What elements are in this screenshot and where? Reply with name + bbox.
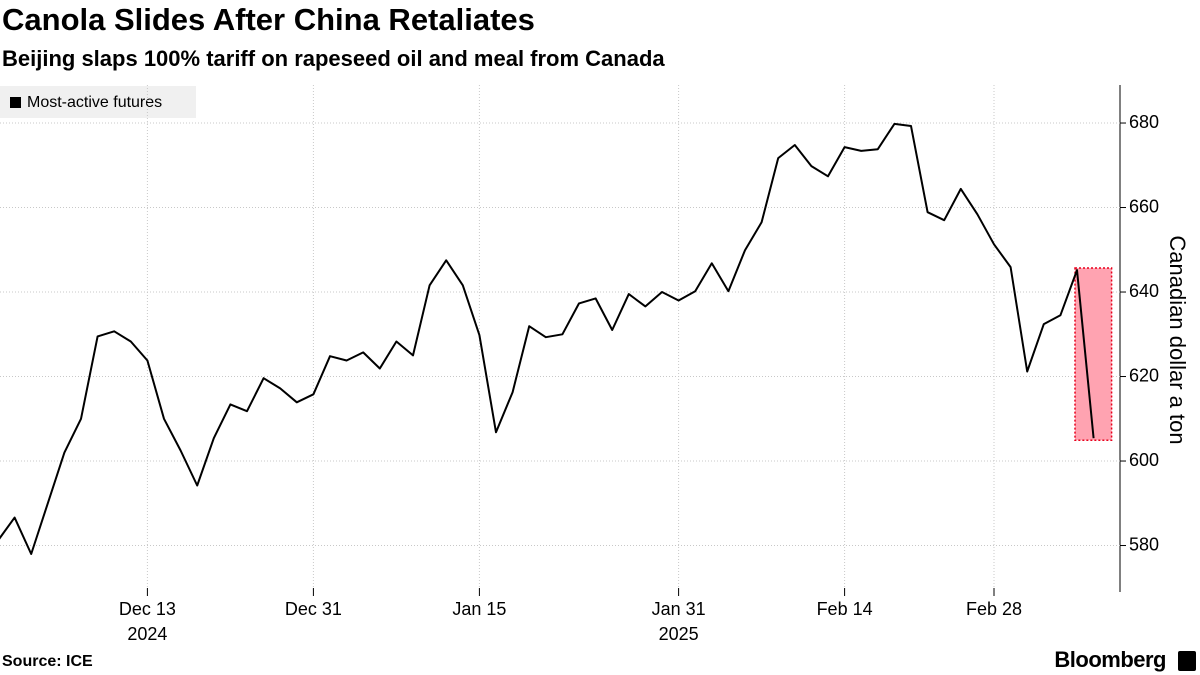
x-tick-label: Feb 14	[817, 599, 873, 619]
y-axis-label: Canadian dollar a ton	[1165, 235, 1190, 444]
brand-icon	[1178, 651, 1196, 671]
y-tick-label: 580	[1129, 534, 1159, 554]
x-tick-label: Feb 28	[966, 599, 1022, 619]
legend-swatch	[10, 97, 21, 108]
source: Source: ICE	[2, 653, 93, 670]
legend-box	[0, 86, 196, 118]
y-tick-label: 640	[1129, 281, 1159, 301]
year-label: 2024	[127, 624, 167, 644]
line	[0, 122, 1095, 555]
y-tick-label: 660	[1129, 196, 1159, 216]
legend-label: Most-active futures	[27, 94, 162, 111]
x-tick-label: Dec 31	[285, 599, 342, 619]
x-tick-label: Jan 15	[452, 599, 506, 619]
x-tick-label: Dec 13	[119, 599, 176, 619]
x-tick-label: Jan 31	[652, 599, 706, 619]
y-tick-label: 680	[1129, 112, 1159, 132]
highlight-box	[1074, 267, 1113, 441]
chart-subtitle: Beijing slaps 100% tariff on rapeseed oi…	[2, 46, 665, 71]
y-tick-label: 600	[1129, 450, 1159, 470]
chart-title: Canola Slides After China Retaliates	[2, 2, 535, 37]
year-label: 2025	[659, 624, 699, 644]
brand: Bloomberg	[1054, 647, 1166, 672]
y-tick-label: 620	[1129, 365, 1159, 385]
